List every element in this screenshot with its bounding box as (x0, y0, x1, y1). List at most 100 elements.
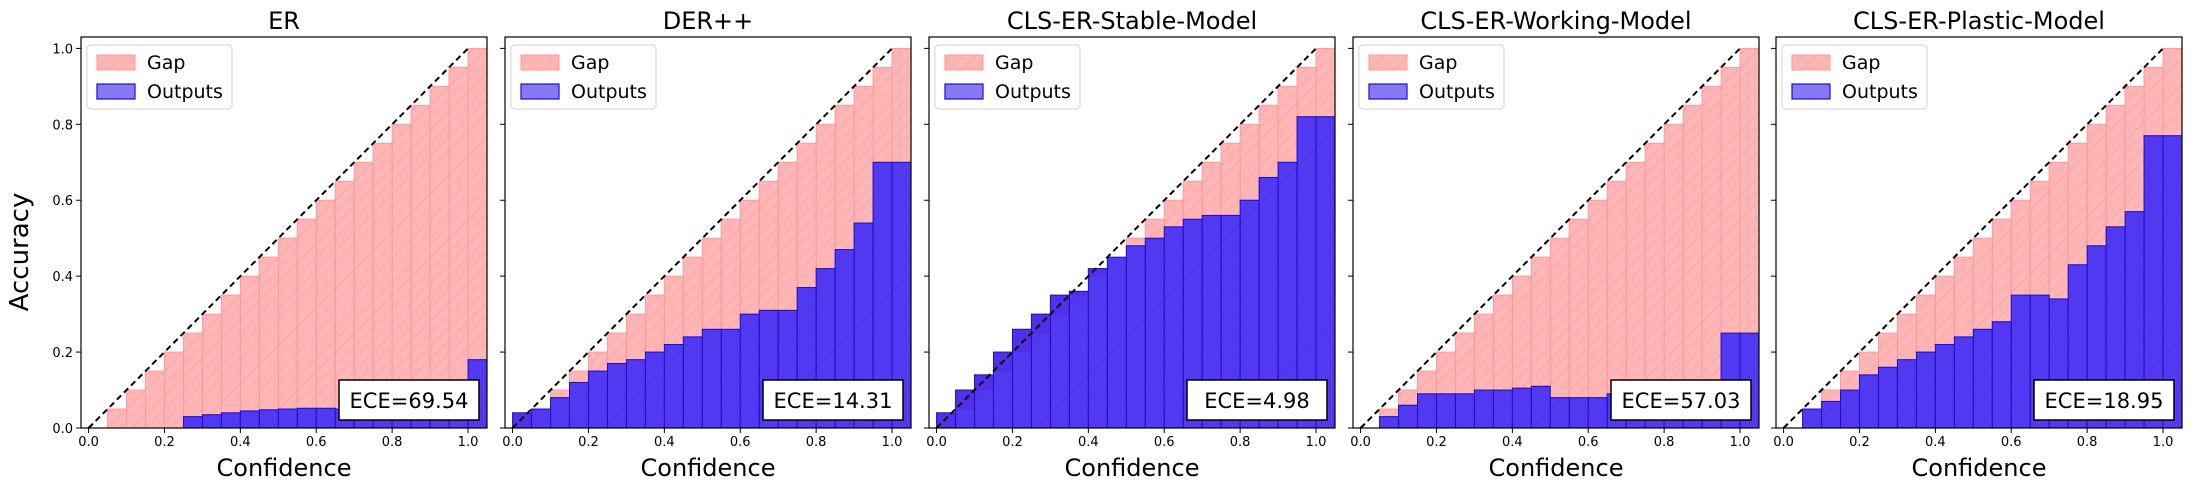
x-tick-label: 0.8 (1654, 435, 1675, 450)
legend: Gap Outputs (1358, 44, 1505, 110)
output-bar (1877, 366, 1898, 429)
chart-panel-3: CLS-ER-Stable-Model 0.0 0.2 0.4 0.6 0.8 1.0 Con… (924, 7, 1336, 482)
gap-hatch (164, 352, 184, 428)
legend-swatch-gap-hatch (1792, 55, 1830, 70)
chart-title: CLS-ER-Working-Model (1420, 7, 1691, 35)
output-bar (1587, 397, 1608, 429)
ece-annotation: ECE=14.31 (762, 379, 904, 421)
x-tick-label: 0.2 (1426, 435, 1447, 450)
x-tick-label: 0.0 (1350, 435, 1371, 450)
gap-hatch (240, 276, 260, 428)
legend-swatch-gap-hatch (521, 55, 559, 70)
ece-value: ECE=69.54 (350, 389, 469, 413)
output-bar (1068, 290, 1089, 429)
gap-hatch (259, 257, 279, 428)
gap-hatch (1664, 124, 1684, 429)
x-tick-label: 0.4 (1502, 435, 1523, 450)
gap-hatch (107, 409, 127, 428)
gap-hatch (278, 238, 298, 428)
output-bar (1435, 393, 1456, 429)
output-bar (258, 409, 279, 429)
output-bar (1896, 359, 1917, 429)
gap-hatch (1626, 162, 1646, 428)
gap-hatch (1550, 238, 1570, 428)
ece-annotation: ECE=57.03 (1610, 379, 1752, 421)
gap-hatch (392, 124, 412, 429)
y-tick-label: 0.8 (52, 118, 73, 133)
output-bar (955, 389, 976, 429)
output-bar (1511, 387, 1532, 429)
output-bar (1379, 416, 1400, 429)
gap-hatch (335, 181, 355, 428)
gap-hatch (468, 48, 487, 429)
legend-label-outputs: Outputs (1842, 81, 1918, 103)
x-axis-label: Confidence (217, 454, 352, 482)
x-tick-label: 1.0 (1730, 435, 1751, 450)
x-tick-label: 0.6 (1578, 435, 1599, 450)
output-bar (1530, 385, 1551, 429)
output-bar (315, 407, 336, 429)
legend: Gap Outputs (86, 44, 233, 110)
output-bar (1915, 351, 1936, 429)
x-tick-label: 0.2 (578, 435, 599, 450)
output-bar (2010, 294, 2031, 429)
legend-swatch-outputs (944, 83, 984, 100)
output-bar (587, 370, 608, 429)
output-bar (606, 362, 627, 429)
x-tick-label: 0.6 (2001, 435, 2022, 450)
gap-hatch (1588, 200, 1608, 428)
output-bar (1011, 328, 1032, 429)
y-tick-label: 0.2 (52, 346, 73, 361)
output-bar (644, 351, 665, 429)
output-bar (682, 336, 703, 429)
legend-label-gap: Gap (1419, 52, 1457, 74)
output-bar (220, 412, 241, 429)
output-bar (1144, 237, 1165, 429)
ece-value: ECE=14.31 (774, 389, 893, 413)
x-tick-label: 1.0 (882, 435, 903, 450)
ece-annotation: ECE=69.54 (338, 379, 480, 421)
gap-hatch (373, 143, 393, 428)
x-axis-label: Confidence (1489, 454, 1624, 482)
gap-hatch (145, 371, 165, 428)
legend-swatch-outputs (1791, 83, 1831, 100)
output-bar (1049, 294, 1070, 429)
chart-panel-2: DER++ 0.0 0.2 0.4 0.6 0.8 1.0 Confidence Gap Outp… (500, 7, 912, 482)
x-tick-label: 0.0 (926, 435, 947, 450)
output-bar (1163, 226, 1184, 429)
x-tick-label: 0.6 (306, 435, 327, 450)
axes-frame (1352, 36, 1760, 429)
output-bar (1568, 397, 1589, 429)
output-bar (720, 328, 741, 429)
legend-label-gap: Gap (147, 52, 185, 74)
output-bar (239, 410, 260, 429)
x-tick-label: 0.2 (1849, 435, 1870, 450)
legend-label-gap: Gap (1842, 52, 1880, 74)
legend-label-outputs: Outputs (571, 81, 647, 103)
output-bar (1125, 245, 1146, 429)
x-tick-label: 1.0 (2153, 435, 2174, 450)
chart-title: DER++ (663, 7, 754, 35)
x-tick-label: 0.4 (654, 435, 675, 450)
chart-panel-5: CLS-ER-Plastic-Model 0.0 0.2 0.4 0.6 0.8 1.0 Co… (1771, 7, 2183, 482)
x-tick-label: 0.8 (806, 435, 827, 450)
gap-hatch (221, 295, 241, 428)
gap-hatch (183, 333, 203, 428)
gap-hatch (411, 105, 431, 429)
x-axis-label: Confidence (1912, 454, 2047, 482)
legend: Gap Outputs (1781, 44, 1928, 110)
x-tick-label: 0.4 (1078, 435, 1099, 450)
output-bar (739, 313, 760, 429)
output-bar (1473, 389, 1494, 429)
output-bar (201, 414, 222, 429)
ece-value: ECE=18.95 (2045, 389, 2164, 413)
chart-title: CLS-ER-Plastic-Model (1853, 7, 2105, 35)
gap-hatch (1569, 219, 1589, 428)
chart-title: CLS-ER-Stable-Model (1007, 7, 1257, 35)
x-tick-label: 0.6 (730, 435, 751, 450)
legend: Gap Outputs (510, 44, 657, 110)
ece-box (1610, 379, 1752, 421)
axes-frame (504, 36, 912, 429)
gap-hatch (1702, 86, 1722, 428)
